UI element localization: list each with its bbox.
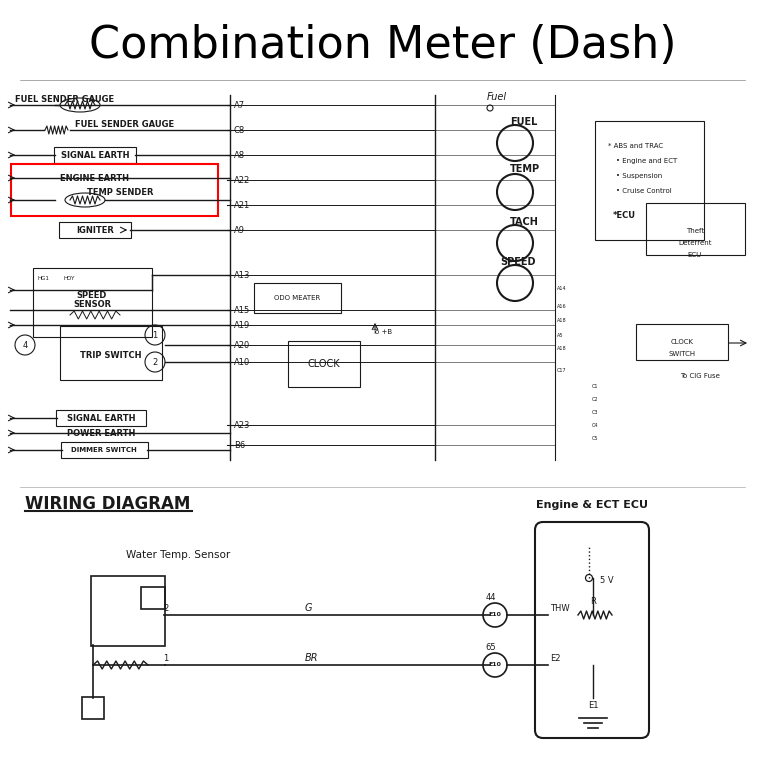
Text: E1: E1 (588, 701, 598, 710)
Text: C2: C2 (592, 397, 598, 402)
Text: C4: C4 (592, 423, 598, 428)
Text: FUEL SENDER GAUGE: FUEL SENDER GAUGE (15, 94, 114, 103)
Text: 5 V: 5 V (600, 576, 614, 585)
Text: A20: A20 (234, 341, 250, 349)
Text: 44: 44 (486, 593, 496, 602)
Text: A18: A18 (557, 318, 567, 323)
Text: 1: 1 (163, 654, 168, 663)
Text: 2: 2 (152, 358, 158, 366)
Text: C8: C8 (234, 126, 246, 135)
Text: CLOCK: CLOCK (670, 339, 694, 345)
Text: • Cruise Control: • Cruise Control (616, 188, 672, 194)
Text: *ECU: *ECU (613, 211, 636, 220)
Text: SWITCH: SWITCH (669, 351, 695, 357)
Text: ODO MEATER: ODO MEATER (274, 295, 320, 301)
Text: A15: A15 (234, 306, 250, 315)
Text: THW: THW (550, 604, 570, 613)
Text: B6: B6 (234, 440, 246, 450)
Text: A23: A23 (234, 421, 250, 430)
Text: A13: A13 (234, 270, 250, 280)
Text: IGNITER: IGNITER (76, 225, 114, 234)
Text: E10: E10 (489, 663, 501, 667)
Text: To +B: To +B (372, 329, 392, 335)
Text: Water Temp. Sensor: Water Temp. Sensor (126, 550, 230, 560)
Text: WIRING DIAGRAM: WIRING DIAGRAM (25, 495, 190, 513)
Text: • Suspension: • Suspension (616, 173, 662, 179)
Text: E2: E2 (550, 654, 561, 663)
Text: HOY: HOY (63, 276, 74, 281)
Text: SPEED: SPEED (76, 290, 107, 300)
Text: A5: A5 (557, 333, 564, 338)
Text: BR: BR (305, 653, 318, 663)
Text: HG1: HG1 (38, 276, 50, 281)
Text: DIMMER SWITCH: DIMMER SWITCH (71, 447, 137, 453)
Text: E10: E10 (489, 613, 501, 617)
Text: Deterrent: Deterrent (679, 240, 711, 246)
Text: G: G (305, 603, 312, 613)
Text: A14: A14 (557, 286, 567, 291)
Text: FUEL SENDER GAUGE: FUEL SENDER GAUGE (75, 119, 174, 129)
Text: TEMP: TEMP (510, 164, 540, 174)
Text: A18: A18 (557, 346, 567, 351)
Text: SIGNAL EARTH: SIGNAL EARTH (60, 150, 129, 159)
Text: To CIG Fuse: To CIG Fuse (680, 373, 720, 379)
Text: SIGNAL EARTH: SIGNAL EARTH (67, 414, 135, 423)
Text: Fuel: Fuel (487, 92, 507, 102)
Text: A7: A7 (234, 100, 245, 110)
Text: TEMP SENDER: TEMP SENDER (86, 188, 153, 197)
Text: A19: A19 (234, 320, 250, 329)
Text: 4: 4 (22, 341, 28, 349)
Text: ECU: ECU (688, 252, 702, 258)
Text: CLOCK: CLOCK (308, 359, 340, 369)
Text: • Engine and ECT: • Engine and ECT (616, 158, 677, 164)
Text: TRIP SWITCH: TRIP SWITCH (80, 351, 142, 359)
Text: * ABS and TRAC: * ABS and TRAC (608, 143, 663, 149)
Text: SPEED: SPEED (500, 257, 536, 267)
Text: A22: A22 (234, 175, 250, 185)
Text: A16: A16 (557, 304, 567, 309)
Text: A8: A8 (234, 150, 245, 159)
Text: Combination Meter (Dash): Combination Meter (Dash) (90, 24, 677, 67)
Text: A9: A9 (234, 225, 245, 234)
Text: ENGINE EARTH: ENGINE EARTH (60, 174, 129, 182)
Text: C5: C5 (592, 436, 598, 441)
Text: A21: A21 (234, 201, 250, 209)
Text: R: R (590, 597, 596, 606)
Text: SENSOR: SENSOR (73, 300, 111, 309)
Text: C1: C1 (592, 384, 598, 389)
Text: C17: C17 (557, 368, 567, 373)
Text: FUEL: FUEL (510, 117, 537, 127)
Text: 65: 65 (486, 643, 496, 652)
Text: Theft: Theft (686, 228, 704, 234)
Text: A10: A10 (234, 358, 250, 366)
Text: POWER EARTH: POWER EARTH (67, 428, 135, 437)
Text: C3: C3 (592, 410, 598, 415)
Text: TACH: TACH (510, 217, 539, 227)
Text: 2: 2 (163, 604, 168, 613)
Text: Engine & ECT ECU: Engine & ECT ECU (536, 500, 648, 510)
Text: 1: 1 (152, 330, 158, 339)
